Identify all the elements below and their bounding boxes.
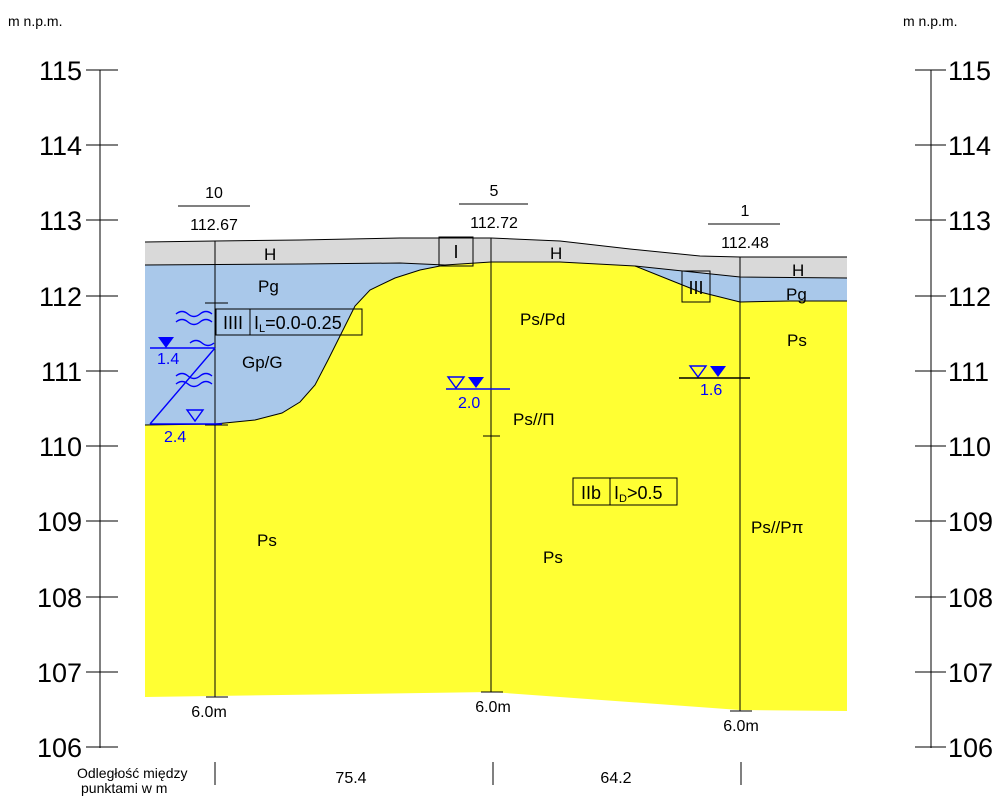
right-tick-label: 110 <box>948 432 991 462</box>
water-table-borehole-5 <box>446 376 510 390</box>
clay-layer-right <box>635 266 847 302</box>
layer-labels: H H H Pg Gp/G Pg Ps/Pd Ps//Π Ps Ps Ps Ps… <box>242 244 807 567</box>
left-tick-label: 106 <box>37 733 82 763</box>
borehole-depth-labels: 6.0m 6.0m 6.0m <box>191 699 759 735</box>
clay-label: Gp/G <box>242 353 283 372</box>
clay-index-label: IL=0.0-0.25 <box>254 313 342 335</box>
water-level-open-triangle-icon <box>446 376 466 390</box>
topsoil-layer <box>145 238 847 278</box>
left-tick-label: 109 <box>37 507 82 537</box>
right-tick-label: 108 <box>948 583 993 613</box>
water-level-label: 2.0 <box>458 395 480 412</box>
right-axis <box>915 69 946 748</box>
borehole-5-elevation: 112.72 <box>470 215 518 232</box>
water-wave-icon <box>175 310 213 318</box>
topsoil-label: H <box>550 244 562 263</box>
water-level-labels-10: 1.4 2.4 <box>157 351 186 446</box>
borehole-headers: 10 112.67 5 112.72 1 112.48 <box>178 183 780 252</box>
borehole-lines <box>205 238 752 712</box>
sand-label: Ps <box>543 548 563 567</box>
right-axis-unit-label: m n.p.m. <box>903 13 957 29</box>
sample-box-mid: I <box>438 236 474 267</box>
distance-dividers <box>214 762 742 785</box>
right-tick-label: 113 <box>948 206 991 236</box>
clay-label: Pg <box>258 277 279 296</box>
water-wave-icon <box>175 380 213 388</box>
distance-value: 64.2 <box>600 770 631 787</box>
distance-label-line2: punktami w m <box>81 780 167 796</box>
water-level-open-triangle-icon <box>688 365 708 379</box>
right-tick-label: 112 <box>948 282 991 312</box>
water-wave-icon <box>175 318 213 326</box>
water-level-label: 1.4 <box>157 351 179 368</box>
right-tick-label: 106 <box>948 733 993 763</box>
right-tick-label: 114 <box>948 131 991 161</box>
left-tick-label: 114 <box>39 131 82 161</box>
borehole-10-elevation: 112.67 <box>190 217 238 234</box>
right-tick-label: 109 <box>948 507 993 537</box>
left-tick-label: 112 <box>39 282 82 312</box>
sand-index-box: IIb ID>0.5 <box>572 477 678 506</box>
left-tick-label: 113 <box>39 206 82 236</box>
distance-label-line1: Odległość między <box>77 765 188 781</box>
water-level-open-triangle-icon <box>185 409 205 423</box>
left-tick-label: 111 <box>41 357 82 387</box>
water-level-filled-triangle-icon <box>468 377 484 388</box>
left-tick-label: 108 <box>37 583 82 613</box>
left-tick-label: 115 <box>39 56 82 86</box>
clay-zone-label: IIII <box>223 313 243 333</box>
sand-layer <box>145 262 847 711</box>
water-level-filled-triangle-icon <box>158 337 174 348</box>
sand-label: Ps//Π <box>513 410 555 429</box>
clay-label: Pg <box>786 285 807 304</box>
borehole-10-number: 10 <box>205 185 223 202</box>
sand-label: Ps/Pd <box>520 310 565 329</box>
borehole-1-elevation: 112.48 <box>721 235 769 252</box>
left-tick-label: 107 <box>37 658 82 688</box>
right-axis-tick-labels: 115 114 113 112 111 110 109 108 107 106 <box>948 56 993 763</box>
sand-index-label: ID>0.5 <box>614 483 663 505</box>
topsoil-label: H <box>792 261 804 280</box>
borehole-5-depth: 6.0m <box>475 699 511 716</box>
water-wave-icon <box>189 339 215 347</box>
borehole-1-number: 1 <box>741 203 750 220</box>
svg-text:III: III <box>688 278 703 298</box>
left-axis-unit-label: m n.p.m. <box>8 13 62 29</box>
sand-label: Ps//Pπ <box>751 518 803 537</box>
sample-box-right: III <box>681 270 711 303</box>
sand-label: Ps <box>257 531 277 550</box>
borehole-5-number: 5 <box>490 183 499 200</box>
sand-label: Ps <box>787 331 807 350</box>
water-level-label: 2.4 <box>164 429 186 446</box>
svg-text:I: I <box>453 242 458 262</box>
water-level-filled-triangle-icon <box>710 366 726 377</box>
water-table-borehole-10 <box>149 310 222 425</box>
sand-zone-label: IIb <box>581 483 601 503</box>
left-axis <box>86 69 118 748</box>
left-axis-tick-labels: 115 114 113 112 111 110 109 108 107 106 <box>37 56 82 763</box>
distance-row: Odległość między punktami w m 75.4 64.2 <box>77 765 632 796</box>
distance-value: 75.4 <box>335 770 366 787</box>
right-tick-label: 111 <box>948 357 989 387</box>
right-tick-label: 115 <box>948 56 991 86</box>
clay-index-box: IIII IL=0.0-0.25 <box>215 308 363 336</box>
water-wave-icon <box>175 372 213 380</box>
left-tick-label: 110 <box>39 432 82 462</box>
borehole-1-depth: 6.0m <box>723 718 759 735</box>
topsoil-label: H <box>264 245 276 264</box>
water-level-label: 1.6 <box>700 382 722 399</box>
borehole-10-depth: 6.0m <box>191 704 227 721</box>
right-tick-label: 107 <box>948 658 993 688</box>
water-table-borehole-1 <box>679 365 750 379</box>
